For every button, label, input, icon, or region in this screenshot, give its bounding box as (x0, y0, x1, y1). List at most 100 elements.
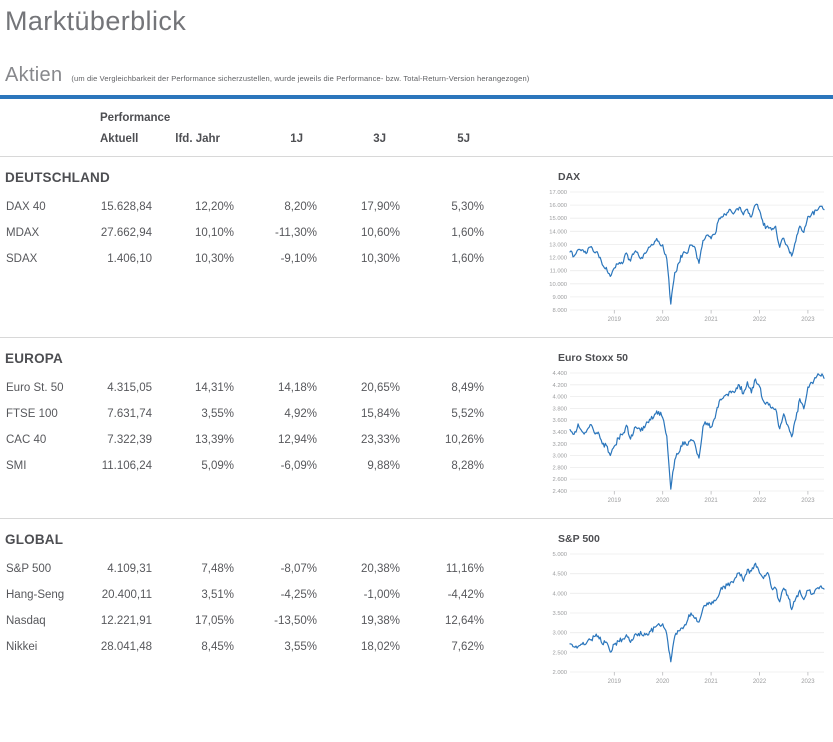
value-3j: 9,88% (367, 460, 400, 472)
value-aktuell: 4.315,05 (107, 382, 152, 394)
section-europa: EUROPA Euro St. 50 4.315,05 14,31% 14,18… (0, 338, 833, 519)
euro-stoxx-line-chart: 2.400 2.600 2.800 3.000 3.200 3.400 3.600 3.800… (552, 371, 825, 504)
value-1j: -8,07% (280, 563, 317, 575)
subtitle-row: Aktien (um die Vergleichbarkeit der Perf… (5, 64, 827, 87)
svg-text:14.000: 14.000 (549, 229, 567, 235)
row-label: Nasdaq (6, 615, 46, 627)
value-5j: 12,64% (444, 615, 484, 627)
table-row: FTSE 100 7.631,74 3,55% 4,92% 15,84% 5,5… (5, 401, 545, 427)
value-lfd-jahr: 10,10% (194, 227, 234, 239)
svg-text:2021: 2021 (704, 317, 718, 323)
chart-block-dax: DAX 8.000 9.000 10.000 11.000 12.000 13.000 14… (545, 170, 827, 326)
section-name: DEUTSCHLAND (5, 170, 110, 185)
value-lfd-jahr: 13,39% (194, 434, 234, 446)
value-1j: 4,92% (284, 408, 317, 420)
chart-block-euro-stoxx: Euro Stoxx 50 2.400 2.600 2.800 3.000 3.200 3… (545, 351, 827, 507)
svg-text:8.000: 8.000 (552, 308, 567, 314)
svg-text:2020: 2020 (656, 317, 670, 323)
value-lfd-jahr: 3,51% (201, 589, 234, 601)
row-label: S&P 500 (6, 563, 52, 575)
table-row: MDAX 27.662,94 10,10% -11,30% 10,60% 1,6… (5, 220, 545, 246)
section-subtitle: Aktien (5, 64, 63, 86)
value-aktuell: 1.406,10 (107, 253, 152, 265)
value-5j: 10,26% (444, 434, 484, 446)
svg-text:5.000: 5.000 (552, 552, 567, 558)
row-label: SMI (6, 460, 27, 472)
row-label: Euro St. 50 (6, 382, 64, 394)
section-table: DEUTSCHLAND DAX 40 15.628,84 12,20% 8,20… (5, 170, 545, 326)
section-table: GLOBAL S&P 500 4.109,31 7,48% -8,07% 20,… (5, 532, 545, 688)
table-row: S&P 500 4.109,31 7,48% -8,07% 20,38% 11,… (5, 556, 545, 582)
table-header-columns-row: Aktuell lfd. Jahr 1J 3J 5J (5, 133, 827, 145)
svg-text:2020: 2020 (656, 679, 670, 685)
section-name: GLOBAL (5, 532, 64, 547)
svg-text:16.000: 16.000 (549, 203, 567, 209)
svg-text:4.000: 4.000 (552, 395, 567, 401)
row-label: Hang-Seng (6, 589, 65, 601)
svg-text:2022: 2022 (753, 498, 767, 504)
value-lfd-jahr: 7,48% (201, 563, 234, 575)
svg-text:15.000: 15.000 (549, 216, 567, 222)
sp500-line-chart: 2.000 2.500 3.000 3.500 4.000 4.500 5.000 2019 2… (552, 552, 825, 685)
page-header: Marktüberblick Aktien (um die Vergleichb… (0, 6, 833, 87)
svg-text:2019: 2019 (608, 498, 622, 504)
svg-text:10.000: 10.000 (549, 282, 567, 288)
row-label: FTSE 100 (6, 408, 58, 420)
table-row: Euro St. 50 4.315,05 14,31% 14,18% 20,65… (5, 375, 545, 401)
svg-text:2.000: 2.000 (552, 670, 567, 676)
table-row: Hang-Seng 20.400,11 3,51% -4,25% -1,00% … (5, 582, 545, 608)
value-aktuell: 15.628,84 (100, 201, 152, 213)
value-lfd-jahr: 5,09% (201, 460, 234, 472)
value-3j: 17,90% (360, 201, 400, 213)
value-5j: 11,16% (445, 563, 484, 575)
value-3j: 23,33% (360, 434, 400, 446)
svg-text:4.200: 4.200 (552, 383, 567, 389)
svg-text:3.500: 3.500 (552, 611, 567, 617)
svg-text:17.000: 17.000 (549, 190, 567, 196)
svg-text:2.500: 2.500 (552, 650, 567, 656)
table-row: SMI 11.106,24 5,09% -6,09% 9,88% 8,28% (5, 453, 545, 479)
value-1j: 12,94% (277, 434, 317, 446)
section-rows: Euro St. 50 4.315,05 14,31% 14,18% 20,65… (5, 375, 545, 479)
value-3j: 19,38% (360, 615, 400, 627)
page-title: Marktüberblick (5, 6, 187, 36)
svg-text:13.000: 13.000 (549, 242, 567, 248)
svg-text:2023: 2023 (801, 679, 815, 685)
column-header-lfd-jahr: lfd. Jahr (175, 133, 220, 145)
group-header-label: Performance (100, 112, 171, 124)
value-5j: 5,30% (451, 201, 484, 213)
value-aktuell: 4.109,31 (107, 563, 152, 575)
svg-text:2020: 2020 (656, 498, 670, 504)
section-name: EUROPA (5, 351, 63, 366)
value-lfd-jahr: 17,05% (194, 615, 234, 627)
header-spacer (5, 133, 92, 145)
value-3j: 15,84% (360, 408, 400, 420)
table-header-group-row: Performance (5, 112, 827, 124)
value-lfd-jahr: 14,31% (194, 382, 234, 394)
value-5j: 8,49% (451, 382, 484, 394)
svg-text:2022: 2022 (753, 679, 767, 685)
value-1j: -11,30% (275, 227, 317, 239)
chart-block-sp500: S&P 500 2.000 2.500 3.000 3.500 4.000 4.500 5.… (545, 532, 827, 688)
value-lfd-jahr: 12,20% (194, 201, 234, 213)
value-lfd-jahr: 8,45% (201, 641, 234, 653)
row-label: Nikkei (6, 641, 38, 653)
value-aktuell: 27.662,94 (100, 227, 152, 239)
svg-text:2021: 2021 (704, 679, 718, 685)
svg-text:2019: 2019 (608, 679, 622, 685)
value-3j: 18,02% (360, 641, 400, 653)
table-row: Nikkei 28.041,48 8,45% 3,55% 18,02% 7,62… (5, 634, 545, 660)
svg-text:3.600: 3.600 (552, 418, 567, 424)
value-aktuell: 7.322,39 (107, 434, 152, 446)
value-lfd-jahr: 10,30% (194, 253, 234, 265)
svg-text:2023: 2023 (801, 317, 815, 323)
svg-text:11.000: 11.000 (550, 269, 567, 275)
chart-title: Euro Stoxx 50 (558, 352, 629, 364)
dax-line-chart: 8.000 9.000 10.000 11.000 12.000 13.000 14.000… (549, 190, 825, 323)
value-1j: -13,50% (274, 615, 317, 627)
value-1j: -6,09% (280, 460, 317, 472)
svg-text:2022: 2022 (753, 317, 767, 323)
value-aktuell: 28.041,48 (100, 641, 152, 653)
row-label: MDAX (6, 227, 40, 239)
row-label: SDAX (6, 253, 38, 265)
